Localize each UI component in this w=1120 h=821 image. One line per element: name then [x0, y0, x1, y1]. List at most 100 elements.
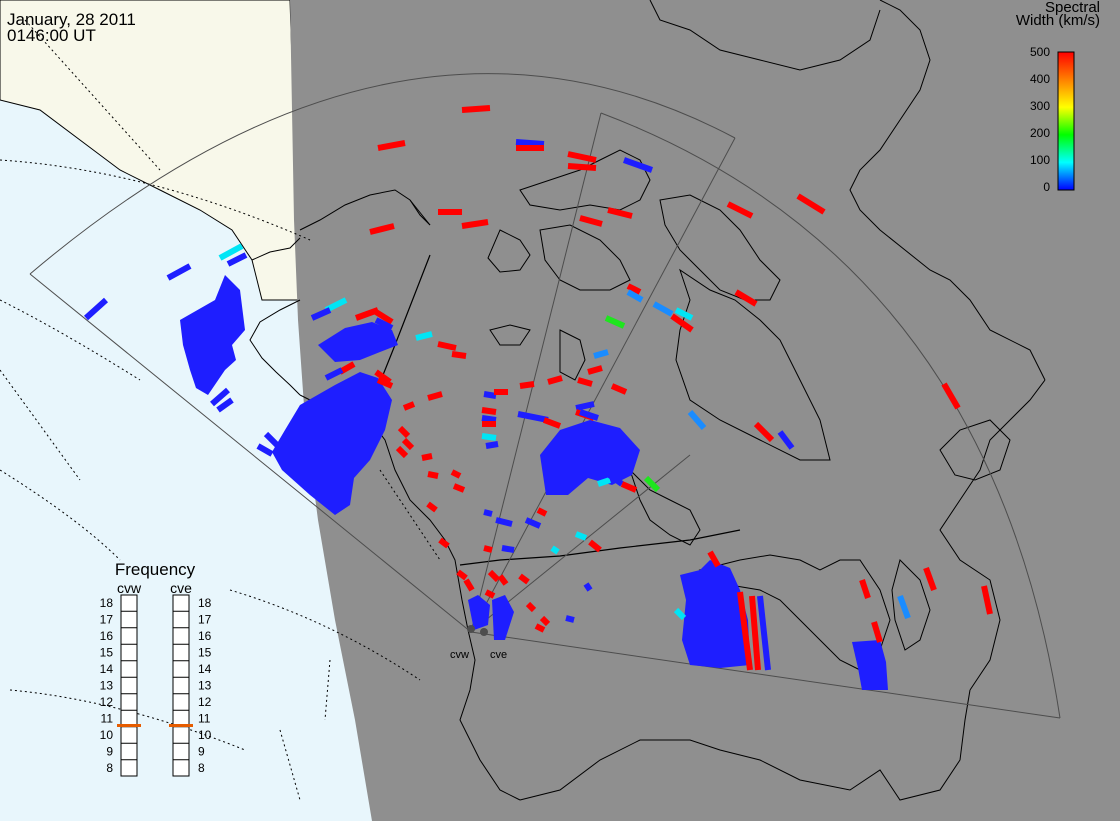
- echo-cell: [397, 425, 411, 439]
- echo-cell: [495, 517, 513, 527]
- colorbar-tick-0: 0: [1043, 180, 1050, 194]
- frequency-label-15: 15: [100, 646, 114, 660]
- echo-cell: [210, 387, 230, 407]
- frequency-scale: 18 17 16 15 14 13 12 11 10 9 8 18 17 16 15 14 13 12 11 10 9 8: [100, 594, 212, 777]
- echo-cell: [577, 377, 593, 387]
- echo-cell: [218, 243, 244, 261]
- echo-cell: [483, 391, 497, 399]
- echo-cell: [652, 301, 674, 317]
- frequency-label-13: 13: [198, 679, 212, 693]
- frequency-label-12: 12: [100, 695, 114, 709]
- echo-cell: [524, 517, 542, 529]
- colorbar-tick-500: 500: [1030, 45, 1050, 59]
- echo-cell: [525, 601, 537, 613]
- echo-cell: [607, 207, 633, 219]
- radar-site-cve: [480, 628, 488, 636]
- echo-cell: [579, 215, 603, 227]
- header-time: 0146:00 UT: [7, 26, 96, 45]
- header-date: January, 28 2011: [7, 10, 136, 29]
- frequency-label-15: 15: [198, 646, 212, 660]
- echo-cell: [483, 509, 493, 517]
- echo-cell: [324, 367, 344, 381]
- echo-cell: [547, 375, 563, 385]
- colorbar-tick-100: 100: [1030, 153, 1050, 167]
- echo-cell: [402, 401, 416, 411]
- colorbar-tick-200: 200: [1030, 126, 1050, 140]
- echo-cell: [539, 615, 551, 627]
- frequency-label-11: 11: [198, 712, 211, 726]
- frequency-label-8: 8: [106, 761, 113, 775]
- echo-cell: [606, 471, 624, 487]
- echo-cell: [796, 193, 826, 215]
- echo-cell: [897, 594, 911, 620]
- echo-cell: [734, 289, 758, 307]
- frequency-radar-cve: cve: [170, 580, 192, 596]
- echo-cell: [610, 383, 628, 395]
- frequency-label-18: 18: [198, 596, 212, 610]
- echo-cell: [588, 539, 602, 553]
- echo-cell: [369, 223, 395, 235]
- echo-cell: [575, 401, 595, 411]
- radar-label-cvw: cvw: [450, 649, 469, 661]
- frequency-label-16: 16: [198, 629, 212, 643]
- echo-cell: [83, 297, 109, 321]
- colorbar-title-line1: Spectral: [1044, 0, 1100, 16]
- echo-cell: [707, 550, 721, 568]
- echo-cell: [859, 579, 871, 599]
- echo-cell: [427, 391, 443, 401]
- echo-cell: [517, 411, 549, 423]
- echo-cell: [583, 582, 593, 592]
- frequency-label-11: 11: [101, 712, 114, 726]
- echo-cell: [673, 607, 687, 621]
- colorbar: [1057, 51, 1075, 191]
- radar-site-cvw: [467, 625, 475, 633]
- frequency-box-cvw: [120, 594, 138, 777]
- echo-cell: [674, 307, 694, 321]
- echo-cell: [310, 307, 332, 321]
- echo-cell: [536, 507, 548, 517]
- radar-label-cve: cve: [490, 649, 507, 661]
- echo-cell: [461, 219, 489, 229]
- echo-cell: [216, 397, 234, 413]
- echo-cells: [83, 105, 993, 671]
- echo-cell: [519, 381, 535, 389]
- frequency-label-17: 17: [198, 613, 212, 627]
- echo-cell: [626, 283, 642, 295]
- echo-cell: [481, 407, 497, 415]
- echo-cell: [604, 315, 626, 329]
- echo-cell: [484, 589, 496, 599]
- echo-cell: [463, 578, 475, 592]
- echo-cell: [451, 351, 467, 359]
- echo-cell: [757, 595, 771, 671]
- echo-cell: [374, 309, 394, 325]
- echo-cell: [593, 349, 609, 359]
- echo-cell: [421, 453, 433, 461]
- echo-cell: [626, 289, 644, 303]
- frequency-label-10: 10: [100, 728, 114, 742]
- echo-cell: [456, 569, 468, 581]
- echo-cell: [737, 591, 753, 671]
- echo-cell: [871, 621, 883, 643]
- frequency-title: Frequency: [115, 560, 196, 579]
- echo-cell: [497, 574, 509, 586]
- echo-cell: [777, 430, 795, 450]
- frequency-label-14: 14: [198, 662, 212, 676]
- echo-cell: [981, 585, 993, 615]
- frequency-box-cve: [172, 594, 190, 777]
- echo-cell: [452, 483, 466, 493]
- echo-cell: [354, 307, 380, 321]
- frequency-label-10: 10: [198, 728, 212, 742]
- frequency-label-9: 9: [106, 745, 113, 759]
- frequency-radar-cvw: cvw: [117, 580, 142, 596]
- frequency-label-13: 13: [100, 679, 114, 693]
- echo-cell: [749, 595, 761, 671]
- echo-cell: [487, 569, 501, 583]
- echo-cell: [620, 481, 638, 493]
- fov-outline: [29, 73, 1061, 719]
- colorbar-ticks: 500 400 300 200 100 0: [1030, 45, 1050, 194]
- echo-cell: [622, 157, 654, 173]
- echo-cell: [481, 415, 497, 423]
- frequency-label-14: 14: [100, 662, 114, 676]
- frequency-label-18: 18: [100, 596, 114, 610]
